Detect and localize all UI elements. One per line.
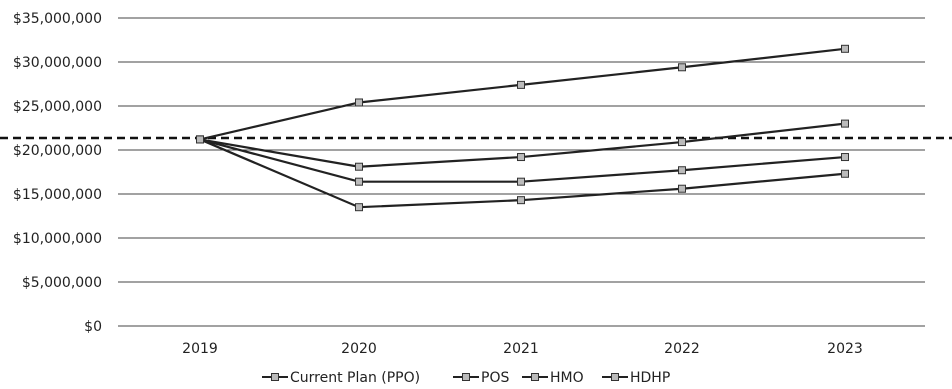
legend-label: Current Plan (PPO): [290, 370, 420, 386]
series-3: [196, 135, 849, 212]
series-0: [196, 44, 849, 144]
data-point-marker: [355, 177, 363, 186]
gridlines: [118, 17, 925, 327]
legend: Current Plan (PPO) POS HMO HDHP: [262, 370, 670, 386]
data-point-marker: [841, 119, 849, 128]
data-point-marker: [517, 177, 525, 186]
x-axis-tick-labels: 2019 2020 2021 2022 2023: [182, 341, 863, 357]
legend-label: HMO: [550, 370, 584, 386]
data-point-marker: [517, 196, 525, 205]
y-tick-label: $35,000,000: [13, 11, 102, 27]
y-tick-label: $10,000,000: [13, 231, 102, 247]
y-tick-label: $0: [84, 319, 102, 335]
data-point-marker: [841, 153, 849, 162]
y-tick-label: $25,000,000: [13, 99, 102, 115]
data-point-marker: [517, 153, 525, 162]
y-tick-label: $15,000,000: [13, 187, 102, 203]
legend-item: HMO: [522, 370, 584, 386]
legend-label: HDHP: [630, 370, 670, 386]
legend-marker-swatch: [531, 373, 539, 381]
y-tick-label: $5,000,000: [22, 275, 102, 291]
x-tick-label: 2023: [827, 341, 863, 357]
series-lines: [196, 44, 849, 212]
y-tick-label: $20,000,000: [13, 143, 102, 159]
data-point-marker: [678, 166, 686, 175]
x-tick-label: 2020: [341, 341, 377, 357]
series-1: [196, 119, 849, 171]
legend-marker-swatch: [271, 373, 279, 381]
legend-item: POS: [453, 370, 509, 386]
legend-label: POS: [481, 370, 509, 386]
data-point-marker: [355, 162, 363, 171]
y-axis-tick-labels: $0 $5,000,000 $10,000,000 $15,000,000 $20,00…: [13, 11, 102, 335]
y-tick-label: $30,000,000: [13, 55, 102, 71]
data-point-marker: [355, 98, 363, 107]
data-point-marker: [678, 63, 686, 72]
x-tick-label: 2021: [503, 341, 539, 357]
x-tick-label: 2022: [664, 341, 700, 357]
data-point-marker: [841, 169, 849, 178]
data-point-marker: [196, 135, 204, 144]
legend-marker-swatch: [611, 373, 619, 381]
legend-item: HDHP: [602, 370, 670, 386]
data-point-marker: [678, 184, 686, 193]
x-tick-label: 2019: [182, 341, 218, 357]
legend-item: Current Plan (PPO): [262, 370, 420, 386]
data-point-marker: [517, 80, 525, 89]
legend-marker-swatch: [462, 373, 470, 381]
data-point-marker: [355, 203, 363, 212]
data-point-marker: [841, 44, 849, 53]
data-point-marker: [678, 138, 686, 147]
